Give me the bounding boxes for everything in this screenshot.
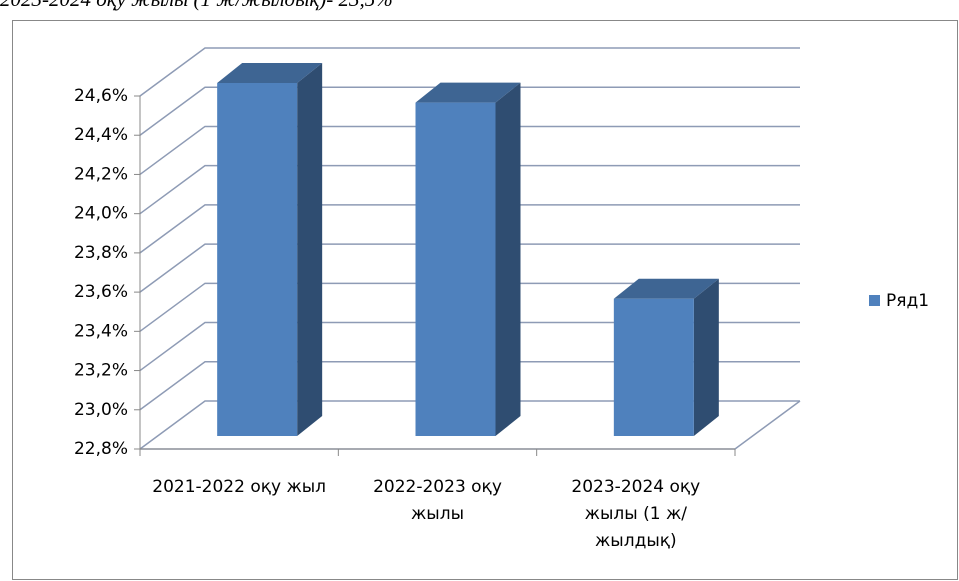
bar-top bbox=[415, 82, 521, 103]
y-tick-label: 24,6% bbox=[74, 86, 128, 106]
bar-top bbox=[217, 63, 323, 83]
grid-line bbox=[139, 125, 800, 176]
y-tick-label: 23,0% bbox=[74, 400, 128, 420]
grid-line bbox=[139, 400, 800, 450]
y-tick-label: 23,2% bbox=[74, 361, 128, 381]
bar-side bbox=[693, 278, 719, 436]
y-tick-label: 24,4% bbox=[74, 125, 128, 145]
legend-swatch bbox=[869, 295, 880, 306]
grid-line bbox=[139, 47, 800, 97]
bar-side bbox=[297, 63, 323, 436]
y-tick-label: 23,6% bbox=[74, 282, 128, 302]
y-tick-label: 22,8% bbox=[74, 439, 128, 459]
grid-line bbox=[139, 282, 800, 332]
y-tick-label: 23,4% bbox=[74, 321, 128, 341]
y-tick-label: 23,8% bbox=[74, 243, 128, 263]
legend-label: Ряд1 bbox=[886, 291, 929, 311]
x-tick-label: 2022-2023 оқу жылы bbox=[373, 477, 502, 524]
bar-side bbox=[495, 82, 521, 436]
bar-top bbox=[613, 278, 719, 299]
chart-border bbox=[12, 20, 958, 580]
grid-line bbox=[139, 361, 800, 411]
bar bbox=[217, 83, 298, 436]
grid-line bbox=[139, 321, 800, 372]
bar bbox=[613, 298, 694, 436]
grid-line bbox=[139, 164, 800, 215]
bar bbox=[415, 102, 496, 436]
x-tick-label: 2023-2024 оқу жылы (1 ж/жылдық) bbox=[571, 477, 701, 551]
grid-line bbox=[139, 204, 800, 254]
chart-title: 2023-2024 оқу жылы (1 ж/жылдық)- 23,5% bbox=[0, 0, 393, 12]
grid-line bbox=[139, 243, 800, 293]
x-tick-label: 2021-2022 оқу жыл bbox=[152, 477, 327, 497]
y-tick-label: 24,2% bbox=[74, 164, 128, 184]
y-tick-label: 24,0% bbox=[74, 204, 128, 224]
grid-line bbox=[139, 86, 800, 136]
